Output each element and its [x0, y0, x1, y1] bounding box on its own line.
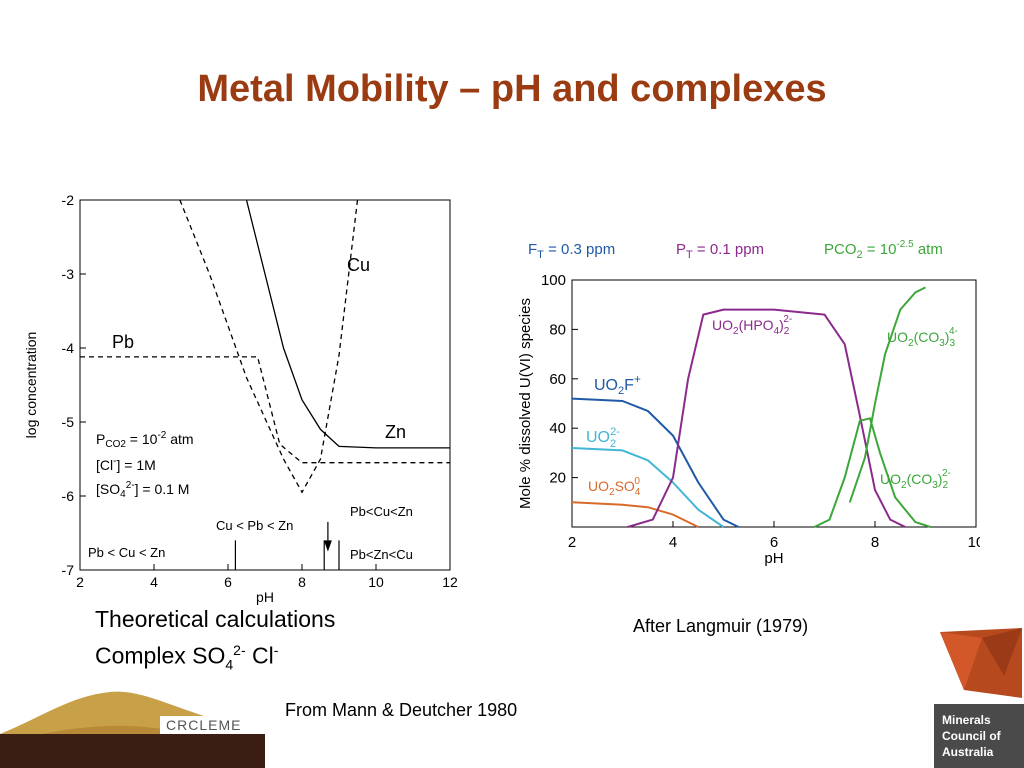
- x-tick-label: 6: [770, 534, 778, 551]
- uo2-label: UO22-: [586, 426, 620, 450]
- order-pb-cu-zn-top: Pb<Cu<Zn: [350, 504, 413, 519]
- x-tick-label: 2: [76, 574, 84, 590]
- order-pb-zn-cu: Pb<Zn<Cu: [350, 547, 413, 562]
- y-axis-label: Mole % dissolved U(VI) species: [517, 298, 534, 509]
- logo-line-3: Australia: [942, 745, 994, 759]
- species-curve-0: [571, 397, 740, 528]
- pco2-header: PCO2 = 10-2.5 atm: [824, 239, 943, 261]
- series-line-zn: [245, 199, 450, 449]
- y-tick-label: -5: [62, 414, 75, 430]
- uo2co3-2-label: UO2(CO3)22-: [880, 468, 951, 491]
- crcleme-logo: CRCLEME: [0, 691, 265, 768]
- x-axis-label: pH: [256, 589, 274, 605]
- uo2so4-label: UO2SO40: [588, 476, 641, 498]
- x-tick-label: 2: [568, 534, 576, 551]
- source-left: From Mann & Deutcher 1980: [285, 700, 518, 720]
- y-axis-label: log concentration: [23, 332, 39, 439]
- species-curve-5: [813, 417, 931, 528]
- series-line-pb: [80, 356, 450, 464]
- y-tick-label: -6: [62, 488, 75, 504]
- pco2-condition: PCO2 = 10-2 atm: [96, 430, 194, 450]
- logo-line-2: Council of: [942, 729, 1002, 743]
- logo-shard-2: [940, 632, 982, 690]
- x-tick-label: 10: [968, 534, 980, 551]
- x-tick-label: 4: [669, 534, 677, 551]
- species-curve-3: [627, 308, 906, 528]
- so4-condition: [SO42-] = 0.1 M: [96, 480, 189, 500]
- logo-shard-3: [982, 628, 1022, 676]
- logo-base-band: [0, 734, 265, 768]
- uranium-speciation-chart: FT = 0.3 ppm PT = 0.1 ppm PCO2 = 10-2.5 …: [517, 239, 980, 567]
- uo2co3-3-label: UO2(CO3)34-: [887, 326, 958, 349]
- x-tick-label: 6: [224, 574, 232, 590]
- slide-title: Metal Mobility – pH and complexes: [197, 68, 827, 110]
- x-tick-label: 8: [298, 574, 306, 590]
- species-curve-4: [848, 286, 926, 503]
- y-tick-label: -7: [62, 562, 75, 578]
- order-cu-pb-zn: Cu < Pb < Zn: [216, 518, 293, 533]
- cu-label: Cu: [347, 255, 370, 275]
- series-line-cu: [179, 199, 359, 494]
- ft-condition: FT = 0.3 ppm: [528, 241, 615, 261]
- y-tick-label: -3: [62, 266, 75, 282]
- x-axis-label: pH: [764, 550, 783, 567]
- species-curve-2: [571, 501, 699, 528]
- logo-text: CRCLEME: [166, 717, 241, 733]
- y-tick-label: -4: [62, 340, 75, 356]
- minerals-council-logo: Minerals Council of Australia: [934, 628, 1024, 768]
- x-tick-label: 12: [442, 574, 458, 590]
- y-tick-label: 80: [549, 321, 566, 338]
- logo-panel: [934, 704, 1024, 768]
- pb-label: Pb: [112, 332, 134, 352]
- pt-condition: PT = 0.1 ppm: [676, 241, 764, 261]
- cl-condition: [Cl-] = 1M: [96, 456, 156, 473]
- x-tick-label: 10: [368, 574, 384, 590]
- y-tick-label: 60: [549, 371, 566, 388]
- x-tick-label: 4: [150, 574, 158, 590]
- left-plot-frame: [79, 199, 451, 571]
- uo2hpo4-label: UO2(HPO4)22-: [712, 314, 792, 337]
- complex-caption: Complex SO42- Cl-: [95, 642, 279, 673]
- y-tick-label: -2: [62, 192, 75, 208]
- y-tick-label: 100: [541, 272, 566, 289]
- arrow-head: [323, 540, 332, 552]
- species-curve-1: [571, 447, 725, 528]
- uo2f-label: UO2F+: [594, 372, 641, 397]
- zn-label: Zn: [385, 422, 406, 442]
- y-tick-label: 40: [549, 420, 566, 437]
- source-right: After Langmuir (1979): [633, 616, 809, 636]
- y-tick-label: 20: [549, 470, 566, 487]
- logo-text-box: [160, 716, 265, 734]
- order-pb-cu-zn-bottom: Pb < Cu < Zn: [88, 545, 165, 560]
- x-tick-label: 8: [871, 534, 879, 551]
- logo-line-1: Minerals: [942, 713, 991, 727]
- theory-caption: Theoretical calculations: [95, 606, 336, 632]
